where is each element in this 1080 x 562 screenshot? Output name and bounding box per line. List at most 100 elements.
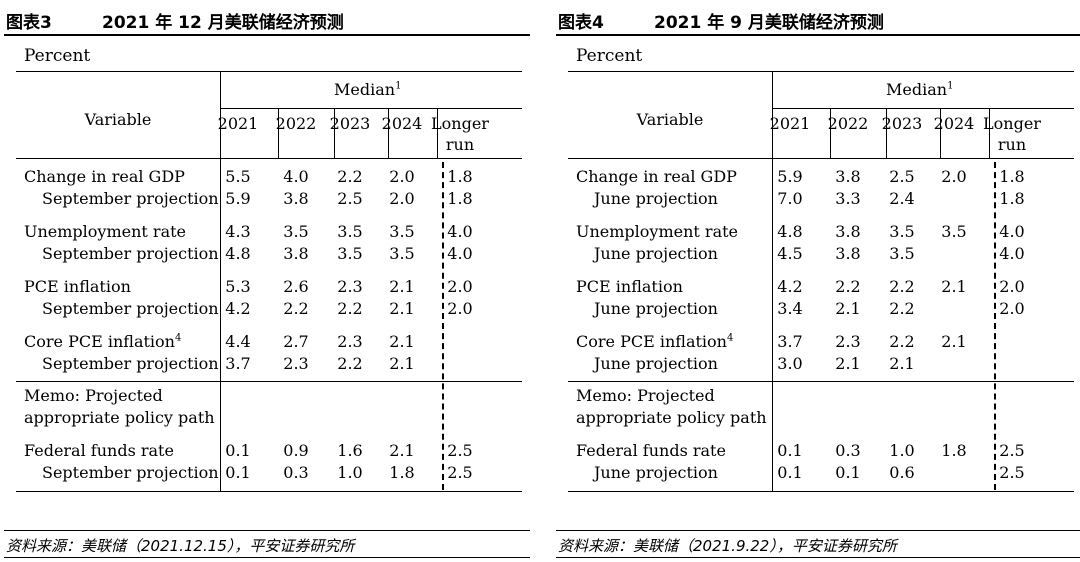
table-cell: 3.5 bbox=[889, 244, 915, 263]
table-cell: 4.8 bbox=[777, 222, 803, 241]
longer-run-dashed-rule bbox=[994, 162, 996, 490]
source-text: 资料来源：美联储（2021.12.15），平安证券研究所 bbox=[6, 537, 355, 555]
row-label-text: June projection bbox=[594, 299, 718, 318]
year-header: 2022 bbox=[275, 114, 317, 133]
longer-run-header: Longer bbox=[431, 114, 489, 133]
table-cell: 2.2 bbox=[889, 277, 915, 296]
table-cell: 3.8 bbox=[835, 244, 861, 263]
table-cell: 2.5 bbox=[889, 167, 915, 186]
previous-projection-label: September projection bbox=[42, 189, 219, 209]
table-cell: 0.1 bbox=[225, 463, 251, 482]
table-cell: 3.5 bbox=[283, 222, 309, 241]
year-block-left-rule bbox=[220, 71, 221, 491]
table-cell: 4.2 bbox=[777, 277, 803, 296]
table-cell: 0.6 bbox=[889, 463, 915, 482]
source-footer: 资料来源：美联储（2021.12.15），平安证券研究所 bbox=[4, 530, 530, 558]
table-cell: 3.5 bbox=[941, 222, 967, 241]
previous-projection-label: June projection bbox=[594, 463, 718, 482]
footnote-marker: 4 bbox=[174, 332, 182, 344]
year-header: 2023 bbox=[329, 114, 371, 133]
footnote-marker: 4 bbox=[726, 332, 734, 344]
table-cell: 3.8 bbox=[283, 244, 309, 263]
longer-run-cell: 2.5 bbox=[999, 463, 1025, 482]
longer-run-cell: 2.0 bbox=[999, 277, 1025, 296]
table-cell: 0.3 bbox=[283, 463, 309, 482]
source-text: 资料来源：美联储（2021.9.22），平安证券研究所 bbox=[558, 537, 897, 555]
memo-label: Memo: Projected bbox=[576, 386, 715, 405]
previous-projection-label: September projection bbox=[42, 299, 219, 319]
longer-run-cell: 2.5 bbox=[999, 441, 1025, 460]
unit-label: Percent bbox=[24, 46, 91, 66]
unit-label: Percent bbox=[576, 46, 643, 66]
table-cell: 2.1 bbox=[835, 299, 861, 318]
table-cell: 2.1 bbox=[389, 441, 415, 460]
table-cell: 2.3 bbox=[283, 354, 309, 373]
longer-run-cell: 2.5 bbox=[447, 441, 473, 460]
table-cell: 2.4 bbox=[889, 189, 915, 208]
variable-label: Change in real GDP bbox=[576, 167, 737, 187]
year-header: 2023 bbox=[881, 114, 923, 133]
figure-header: 图表4 2021 年 9 月美联储经济预测 bbox=[556, 4, 1080, 36]
longer-run-cell: 1.8 bbox=[447, 189, 473, 208]
row-label-text: September projection bbox=[42, 244, 219, 263]
table-cell: 3.7 bbox=[777, 332, 803, 351]
memo-label: appropriate policy path bbox=[24, 408, 215, 427]
table-cell: 5.5 bbox=[225, 167, 251, 186]
table-cell: 0.1 bbox=[777, 463, 803, 482]
longer-run-header: Longer bbox=[983, 114, 1041, 133]
table-cell: 1.0 bbox=[889, 441, 915, 460]
table-cell: 2.3 bbox=[337, 332, 363, 351]
table-cell: 4.3 bbox=[225, 222, 251, 241]
variable-label: Core PCE inflation4 bbox=[576, 332, 733, 352]
source-footer: 资料来源：美联储（2021.9.22），平安证券研究所 bbox=[556, 530, 1080, 558]
memo-rule bbox=[16, 381, 522, 382]
table-cell: 2.3 bbox=[337, 277, 363, 296]
median-label: Median bbox=[334, 80, 396, 99]
table-cell: 3.8 bbox=[835, 167, 861, 186]
table-cell: 2.1 bbox=[389, 299, 415, 318]
longer-run-cell: 2.0 bbox=[447, 277, 473, 296]
table-cell: 2.1 bbox=[889, 354, 915, 373]
figure-title: 2021 年 12 月美联储经济预测 bbox=[102, 13, 344, 33]
table-bottom-rule bbox=[568, 491, 1074, 492]
table-cell: 1.0 bbox=[337, 463, 363, 482]
longer-run-cell: 1.8 bbox=[999, 167, 1025, 186]
figure-panel-right: 图表4 2021 年 9 月美联储经济预测 Percent Median1 Variab… bbox=[556, 0, 1080, 562]
row-label-text: September projection bbox=[42, 189, 219, 208]
row-label-text: September projection bbox=[42, 354, 219, 373]
table-cell: 4.2 bbox=[225, 299, 251, 318]
row-label-text: Unemployment rate bbox=[24, 222, 187, 241]
table-cell: 2.2 bbox=[337, 167, 363, 186]
table-cell: 5.9 bbox=[777, 167, 803, 186]
row-label-text: PCE inflation bbox=[24, 277, 131, 296]
table-cell: 0.1 bbox=[835, 463, 861, 482]
median-rule bbox=[220, 108, 522, 109]
table-cell: 2.2 bbox=[835, 277, 861, 296]
table-cell: 5.9 bbox=[225, 189, 251, 208]
table-cell: 3.8 bbox=[283, 189, 309, 208]
year-header: 2024 bbox=[933, 114, 975, 133]
median-footnote-marker: 1 bbox=[947, 80, 954, 92]
table-cell: 3.4 bbox=[777, 299, 803, 318]
variable-label: Unemployment rate bbox=[576, 222, 738, 242]
table-top-rule bbox=[568, 71, 1074, 72]
table-cell: 2.0 bbox=[941, 167, 967, 186]
variable-label: PCE inflation bbox=[24, 277, 131, 297]
projection-table: Percent Median1 Variable 2021 2022 2023 2024 Lo… bbox=[568, 44, 1074, 492]
variable-label: Core PCE inflation4 bbox=[24, 332, 181, 352]
longer-run-header: run bbox=[445, 135, 475, 154]
memo-label: Memo: Projected bbox=[24, 386, 163, 405]
year-column-rule bbox=[830, 108, 831, 158]
row-label-text: Core PCE inflation bbox=[576, 332, 727, 351]
longer-run-dashed-rule bbox=[442, 162, 444, 490]
table-cell: 2.2 bbox=[889, 299, 915, 318]
table-cell: 2.2 bbox=[889, 332, 915, 351]
longer-run-cell: 1.8 bbox=[999, 189, 1025, 208]
longer-run-header: run bbox=[997, 135, 1027, 154]
table-cell: 3.8 bbox=[835, 222, 861, 241]
table-cell: 3.5 bbox=[389, 222, 415, 241]
median-label: Median bbox=[886, 80, 948, 99]
variable-header: Variable bbox=[636, 110, 704, 129]
table-cell: 3.0 bbox=[777, 354, 803, 373]
figure-number: 图表4 bbox=[558, 13, 604, 33]
